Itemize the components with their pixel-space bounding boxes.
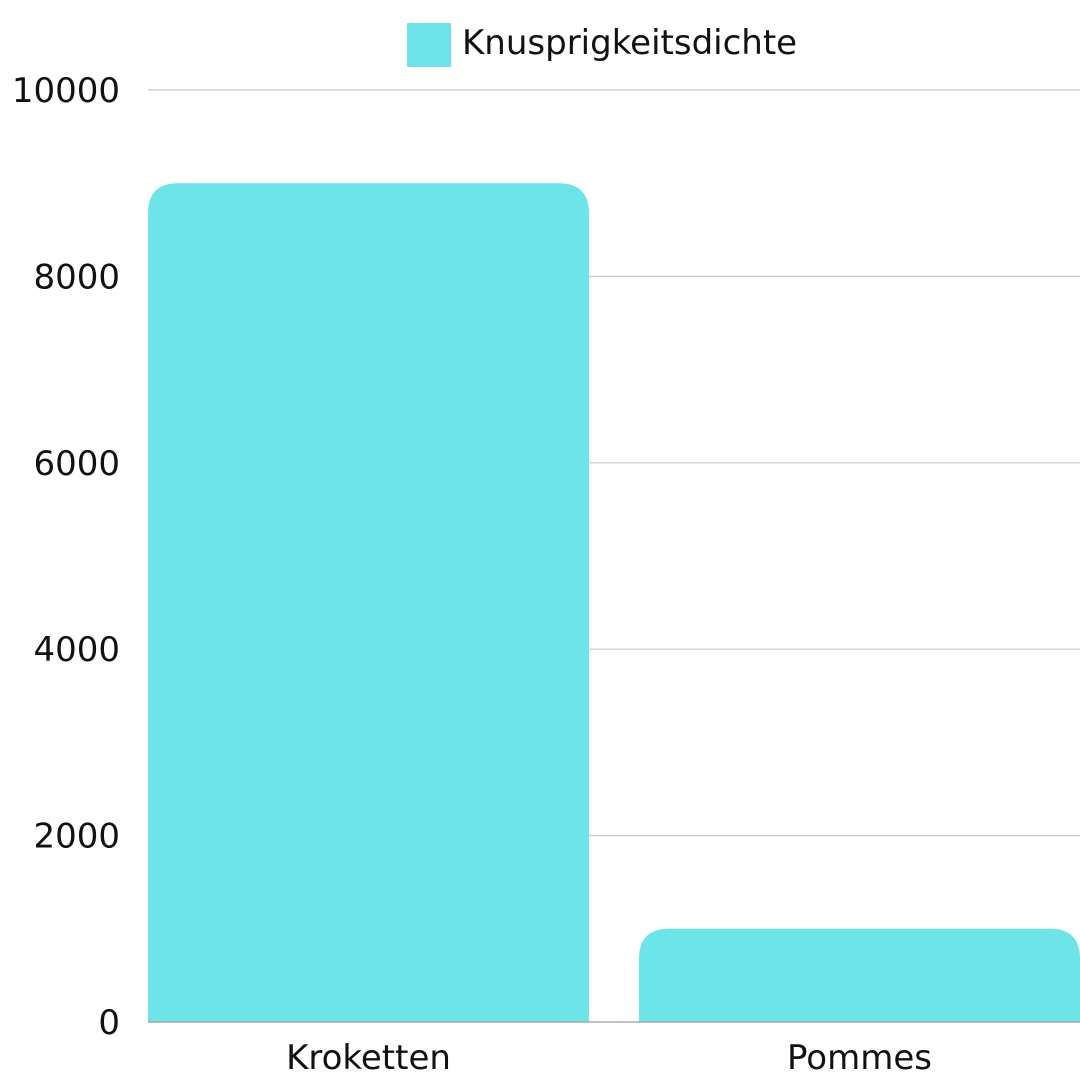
legend-label: Knusprigkeitsdichte (462, 23, 797, 63)
bar-kroketten (148, 183, 589, 1022)
x-tick-label-kroketten: Kroketten (286, 1038, 451, 1078)
y-tick-label-10000: 10000 (12, 71, 120, 111)
y-tick-label-0: 0 (98, 1003, 120, 1043)
x-axis-tick-labels: Kroketten Pommes (286, 1038, 932, 1078)
x-tick-label-pommes: Pommes (787, 1038, 932, 1078)
y-tick-label-4000: 4000 (33, 630, 120, 670)
y-axis-tick-labels: 0 2000 4000 6000 8000 10000 (12, 71, 120, 1043)
legend-swatch (407, 23, 451, 67)
y-tick-label-8000: 8000 (33, 257, 120, 297)
y-tick-label-6000: 6000 (33, 444, 120, 484)
y-tick-label-2000: 2000 (33, 817, 120, 857)
bars (148, 183, 1080, 1022)
bar-pommes (639, 928, 1080, 1022)
legend: Knusprigkeitsdichte (407, 23, 797, 67)
